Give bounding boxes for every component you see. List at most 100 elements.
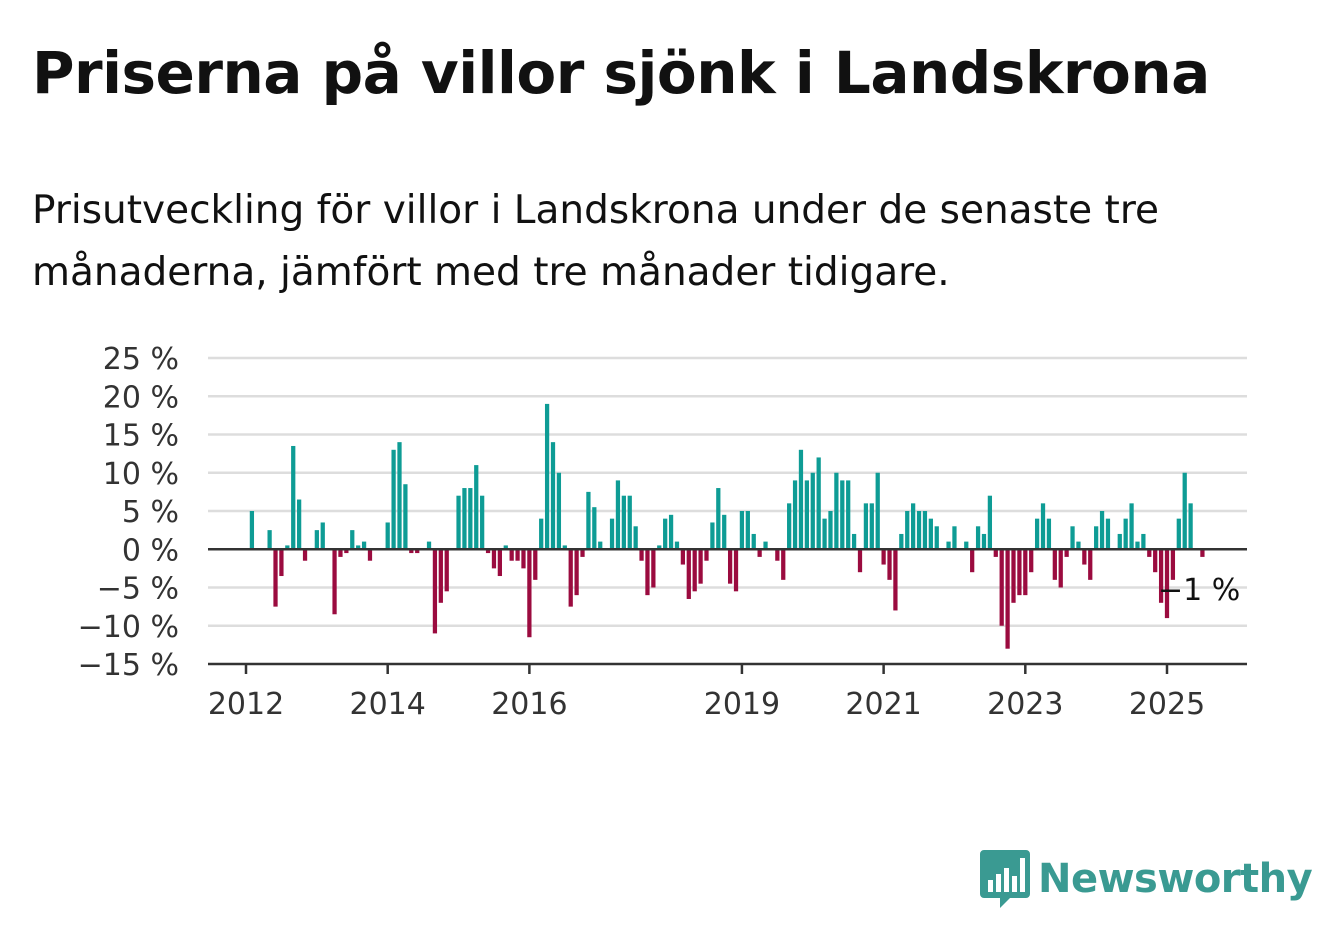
bar: [361, 541, 367, 550]
bar: [934, 526, 939, 550]
bar: [409, 549, 414, 554]
bar: [1147, 549, 1152, 557]
x-tick-label: 2025: [1129, 687, 1205, 722]
bar: [249, 511, 255, 550]
bar: [680, 549, 686, 565]
bar: [1170, 549, 1176, 580]
bar: [621, 495, 626, 550]
bar: [1082, 549, 1087, 565]
bar: [1182, 472, 1187, 550]
bar: [1141, 533, 1146, 550]
bar: [846, 480, 851, 550]
bar: [804, 480, 809, 550]
bar: [975, 526, 981, 550]
y-tick-label: 0 %: [122, 533, 179, 568]
bar: [863, 503, 869, 550]
bar: [1023, 549, 1028, 596]
bar: [468, 488, 473, 550]
bar: [397, 442, 402, 550]
bar: [911, 503, 916, 550]
bar: [840, 480, 845, 550]
bar: [869, 503, 874, 550]
bar: [651, 549, 656, 588]
bar: [674, 541, 680, 550]
grid-lines: [208, 356, 1247, 627]
bar-series: [249, 403, 1205, 649]
bar: [1164, 549, 1170, 619]
bar: [1105, 518, 1111, 550]
y-axis-labels: −15 %−10 %−5 % 0 %5 %10 %15 % 20 %25 %: [78, 342, 179, 683]
bar: [1117, 533, 1122, 550]
y-tick-label: −15 %: [78, 648, 179, 683]
bar: [881, 549, 886, 565]
bar: [1040, 503, 1046, 550]
x-tick-label: 2016: [491, 687, 567, 722]
bar: [657, 545, 662, 550]
bar: [521, 549, 526, 569]
bar: [491, 549, 497, 569]
bar: [314, 530, 319, 550]
bar: [663, 518, 668, 550]
x-tick-label: 2019: [704, 687, 780, 722]
bar: [580, 549, 585, 557]
bar: [970, 549, 975, 573]
bar: [291, 445, 296, 550]
bar: [438, 549, 443, 603]
bar: [592, 507, 597, 550]
bar: [586, 491, 591, 550]
chart-title: Priserna på villor sjönk i Landskrona: [32, 39, 1210, 107]
bar: [739, 511, 745, 550]
bar: [267, 530, 272, 550]
bar: [1058, 549, 1063, 588]
bar: [964, 541, 969, 550]
bar: [834, 472, 839, 550]
bar: [426, 541, 432, 550]
bar: [763, 541, 768, 550]
x-tick-label: 2023: [987, 687, 1063, 722]
bar: [987, 495, 993, 550]
y-tick-label: −5 %: [97, 572, 179, 607]
price-change-bar-chart: −15 %−10 %−5 % 0 %5 %10 %15 % 20 %25 % 201…: [78, 342, 1247, 722]
bar: [1017, 549, 1022, 596]
bar: [391, 449, 396, 550]
chart-subtitle: Prisutveckling för villor i Landskrona u…: [32, 188, 1160, 295]
bar: [716, 488, 721, 550]
bar: [503, 545, 508, 550]
bar: [367, 549, 373, 561]
y-tick-label: 15 %: [103, 419, 179, 454]
bar: [1011, 549, 1016, 603]
bar: [1158, 549, 1164, 603]
bar: [727, 549, 733, 584]
bar: [562, 545, 567, 550]
bar: [798, 449, 804, 550]
x-axis: 2012 2014 2016 2019 2021 2023 2025: [208, 548, 1247, 722]
bar: [415, 549, 420, 554]
bar: [609, 518, 615, 550]
bar: [905, 511, 910, 550]
bar: [668, 514, 674, 550]
bar: [462, 488, 467, 550]
bar: [822, 518, 827, 550]
bar: [485, 549, 491, 554]
bar: [1064, 549, 1069, 557]
bar: [574, 549, 579, 596]
y-tick-label: 25 %: [103, 342, 179, 377]
bar: [550, 442, 556, 550]
bar: [899, 533, 904, 550]
bar: [332, 549, 337, 615]
bar: [1135, 541, 1140, 550]
bar: [710, 522, 715, 550]
bar: [722, 514, 727, 550]
bar: [279, 549, 284, 577]
bar: [539, 518, 544, 550]
bar: [1094, 526, 1099, 550]
bar: [556, 472, 562, 550]
bar: [1153, 549, 1158, 573]
bar: [633, 526, 638, 550]
bar: [1029, 549, 1034, 573]
bar: [515, 549, 520, 561]
bar: [1052, 549, 1057, 580]
y-tick-label: 20 %: [103, 380, 179, 415]
bar: [1176, 518, 1181, 550]
bar: [432, 549, 438, 634]
